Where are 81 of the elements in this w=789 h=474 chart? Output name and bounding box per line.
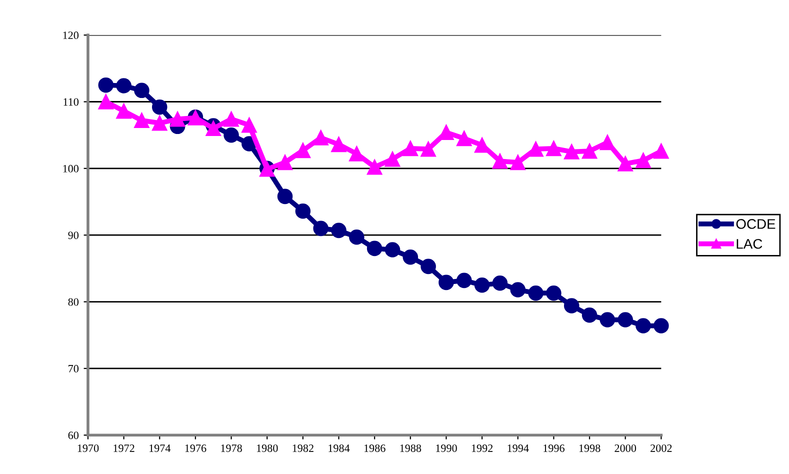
x-tick-label: 1998 bbox=[579, 444, 600, 452]
legend-label: LAC bbox=[736, 238, 762, 249]
x-tick-label: 1986 bbox=[364, 444, 386, 452]
x-tick-label: 1978 bbox=[221, 444, 242, 452]
y-tick-label: 100 bbox=[63, 164, 79, 172]
x-tick-label: 1972 bbox=[114, 444, 134, 452]
point bbox=[98, 77, 114, 93]
point bbox=[116, 103, 132, 119]
point bbox=[170, 111, 186, 127]
x-tick-label: 1974 bbox=[149, 444, 171, 452]
point bbox=[654, 318, 669, 334]
point bbox=[313, 130, 328, 146]
point bbox=[492, 153, 508, 169]
x-tick-label: 1996 bbox=[544, 444, 564, 452]
point bbox=[546, 140, 562, 156]
point bbox=[134, 82, 150, 98]
point bbox=[636, 152, 651, 168]
point bbox=[528, 141, 544, 157]
point bbox=[295, 203, 311, 219]
x-tick-label: 2000 bbox=[614, 444, 636, 452]
x-tick-label: 1990 bbox=[436, 444, 457, 452]
point bbox=[510, 154, 526, 170]
point bbox=[582, 307, 598, 323]
x-tick-label: 1984 bbox=[328, 444, 350, 452]
point bbox=[242, 117, 257, 133]
x-tick-label: 1970 bbox=[78, 444, 99, 452]
point bbox=[152, 115, 168, 131]
point bbox=[206, 120, 221, 136]
point bbox=[654, 143, 669, 159]
point bbox=[618, 312, 633, 328]
x-tick-label: 1976 bbox=[185, 444, 206, 452]
point bbox=[224, 127, 239, 143]
point bbox=[420, 141, 436, 157]
y-tick-label: 70 bbox=[68, 364, 79, 372]
point bbox=[564, 144, 580, 160]
point bbox=[582, 143, 598, 159]
point bbox=[277, 154, 293, 170]
legend-label: OCDE bbox=[736, 219, 776, 229]
point bbox=[474, 277, 490, 293]
point bbox=[546, 285, 562, 301]
x-tick-label: 1988 bbox=[400, 444, 422, 452]
point bbox=[600, 312, 616, 328]
point bbox=[510, 282, 526, 298]
point bbox=[528, 285, 544, 301]
y-tick-label: 110 bbox=[64, 98, 79, 106]
point bbox=[402, 140, 418, 156]
point bbox=[366, 159, 382, 175]
point bbox=[295, 142, 311, 158]
point bbox=[331, 222, 346, 238]
point bbox=[456, 130, 472, 146]
point bbox=[366, 240, 382, 256]
point bbox=[456, 272, 472, 288]
point bbox=[402, 249, 418, 265]
y-tick-label: 120 bbox=[63, 32, 79, 40]
x-tick-label: 1980 bbox=[256, 444, 278, 452]
y-tick-label: 80 bbox=[68, 298, 79, 306]
point bbox=[438, 274, 454, 290]
point bbox=[152, 99, 168, 115]
y-tick-label: 60 bbox=[68, 432, 79, 440]
point bbox=[98, 94, 114, 110]
point bbox=[331, 136, 346, 152]
point bbox=[349, 146, 364, 162]
point bbox=[313, 220, 328, 236]
point bbox=[349, 229, 364, 245]
point bbox=[492, 275, 508, 291]
x-tick-label: 1982 bbox=[292, 444, 314, 452]
point bbox=[564, 298, 580, 314]
point bbox=[420, 258, 436, 274]
point bbox=[384, 151, 400, 167]
y-tick-label: 90 bbox=[68, 232, 79, 240]
x-tick-label: 2002 bbox=[650, 444, 672, 452]
point bbox=[618, 156, 633, 172]
x-tick-label: 1994 bbox=[508, 444, 529, 452]
point bbox=[600, 134, 616, 150]
point bbox=[224, 111, 239, 127]
point bbox=[384, 242, 400, 258]
point bbox=[116, 78, 132, 94]
point bbox=[636, 318, 651, 334]
point bbox=[277, 188, 293, 204]
point bbox=[134, 112, 150, 128]
x-tick-label: 1992 bbox=[472, 444, 493, 452]
